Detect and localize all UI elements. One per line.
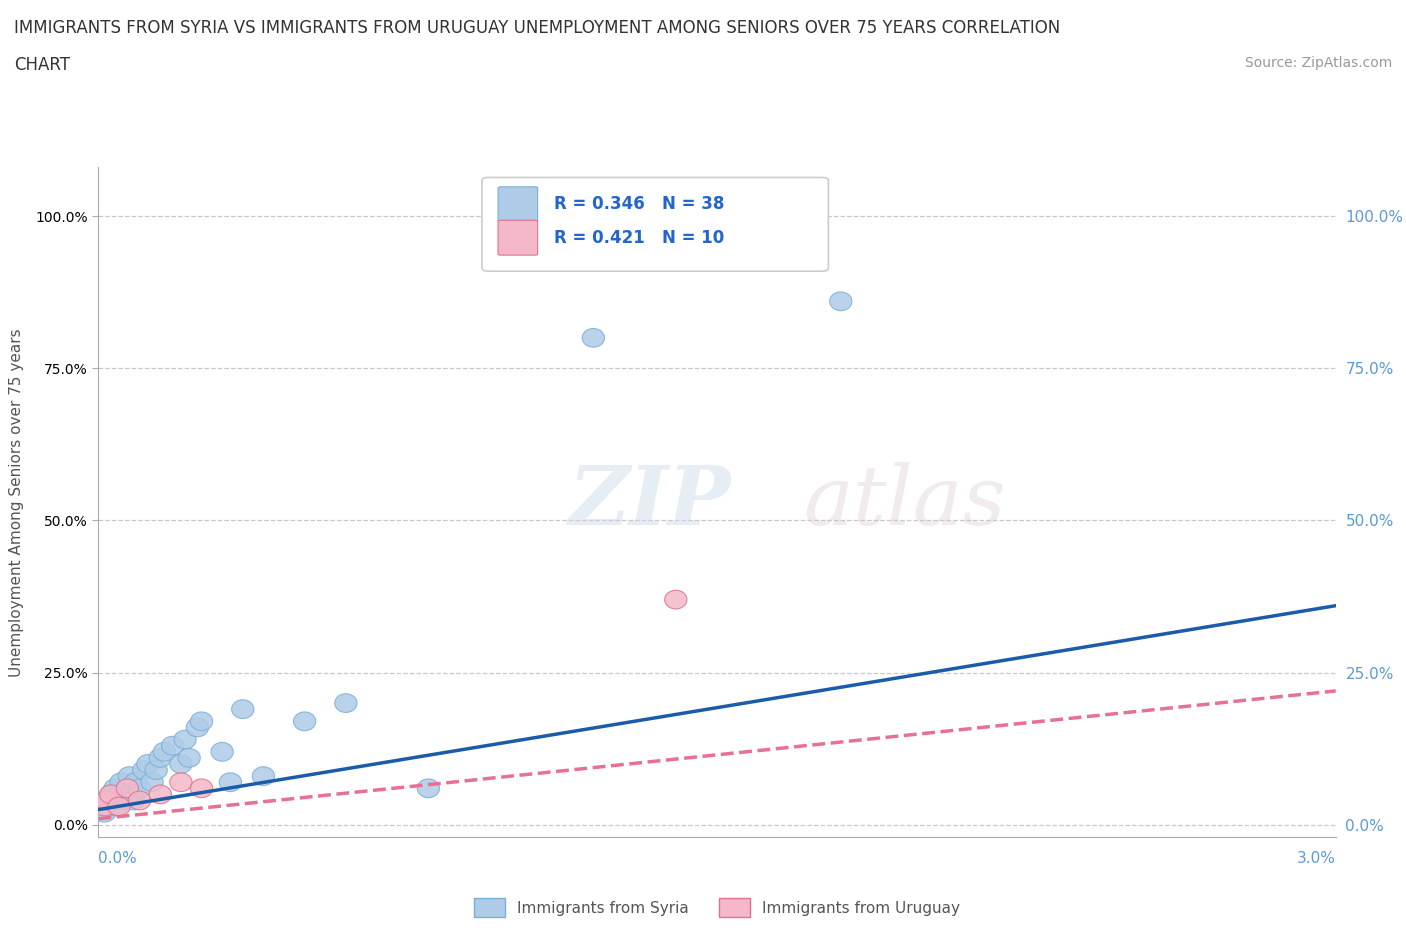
Ellipse shape (105, 797, 128, 816)
Ellipse shape (252, 766, 274, 786)
Ellipse shape (118, 766, 141, 786)
Ellipse shape (101, 791, 124, 810)
Text: ZIP: ZIP (568, 462, 731, 542)
Ellipse shape (153, 742, 176, 761)
Ellipse shape (117, 779, 138, 798)
Ellipse shape (93, 797, 115, 816)
Ellipse shape (117, 779, 138, 798)
Text: 3.0%: 3.0% (1296, 851, 1336, 866)
Ellipse shape (96, 791, 118, 810)
Ellipse shape (128, 791, 150, 810)
Ellipse shape (830, 292, 852, 311)
Ellipse shape (149, 749, 172, 767)
Ellipse shape (100, 785, 122, 804)
Text: R = 0.346   N = 38: R = 0.346 N = 38 (554, 195, 724, 213)
Ellipse shape (114, 785, 136, 804)
Ellipse shape (128, 779, 150, 798)
Ellipse shape (132, 761, 155, 779)
Ellipse shape (141, 773, 163, 791)
Ellipse shape (174, 730, 197, 749)
Ellipse shape (170, 754, 193, 774)
Ellipse shape (294, 712, 316, 731)
FancyBboxPatch shape (498, 187, 537, 221)
Ellipse shape (219, 773, 242, 791)
Y-axis label: Unemployment Among Seniors over 75 years: Unemployment Among Seniors over 75 years (10, 328, 24, 676)
Ellipse shape (93, 804, 115, 822)
Legend: Immigrants from Syria, Immigrants from Uruguay: Immigrants from Syria, Immigrants from U… (468, 892, 966, 923)
Ellipse shape (162, 737, 184, 755)
Ellipse shape (335, 694, 357, 712)
FancyBboxPatch shape (498, 220, 537, 255)
Ellipse shape (232, 699, 254, 719)
Text: Source: ZipAtlas.com: Source: ZipAtlas.com (1244, 56, 1392, 70)
Text: 0.0%: 0.0% (98, 851, 138, 866)
Ellipse shape (211, 742, 233, 761)
Ellipse shape (97, 797, 120, 816)
Ellipse shape (122, 791, 145, 810)
Text: R = 0.421   N = 10: R = 0.421 N = 10 (554, 229, 724, 246)
FancyBboxPatch shape (482, 178, 828, 272)
Ellipse shape (582, 328, 605, 347)
Ellipse shape (108, 785, 131, 804)
Text: CHART: CHART (14, 56, 70, 73)
Ellipse shape (145, 761, 167, 779)
Ellipse shape (121, 785, 142, 804)
Ellipse shape (170, 773, 193, 791)
Ellipse shape (104, 779, 127, 798)
Ellipse shape (665, 591, 688, 609)
Ellipse shape (136, 754, 159, 774)
Ellipse shape (186, 718, 208, 737)
Ellipse shape (96, 791, 118, 810)
Ellipse shape (110, 773, 132, 791)
Ellipse shape (149, 785, 172, 804)
Ellipse shape (190, 779, 212, 798)
Ellipse shape (108, 797, 131, 816)
Ellipse shape (418, 779, 440, 798)
Text: atlas: atlas (804, 462, 1007, 542)
Ellipse shape (112, 791, 135, 810)
Ellipse shape (100, 785, 122, 804)
Ellipse shape (124, 773, 146, 791)
Text: IMMIGRANTS FROM SYRIA VS IMMIGRANTS FROM URUGUAY UNEMPLOYMENT AMONG SENIORS OVER: IMMIGRANTS FROM SYRIA VS IMMIGRANTS FROM… (14, 19, 1060, 36)
Ellipse shape (190, 712, 212, 731)
Ellipse shape (179, 749, 200, 767)
